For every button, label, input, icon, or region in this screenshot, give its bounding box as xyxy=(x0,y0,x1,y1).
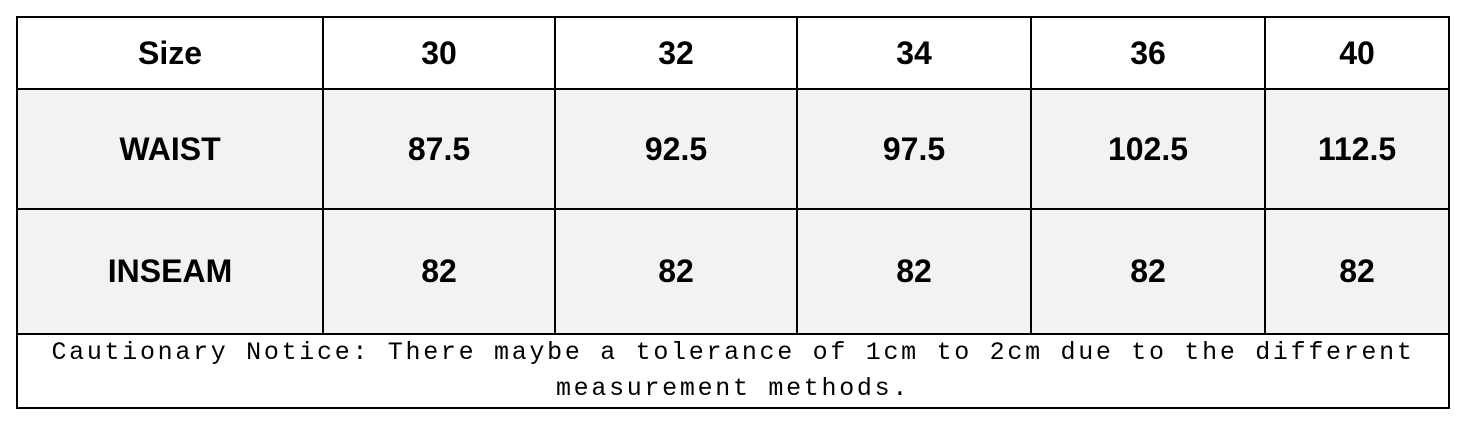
data-cell: 82 xyxy=(1030,208,1266,335)
row-label: WAIST xyxy=(16,88,324,210)
data-cell: 102.5 xyxy=(1030,88,1266,210)
header-cell: 40 xyxy=(1264,16,1450,90)
data-row: INSEAM 82 82 82 82 82 xyxy=(16,208,1450,335)
data-cell: 82 xyxy=(322,208,556,335)
row-label: INSEAM xyxy=(16,208,324,335)
header-cell: 32 xyxy=(554,16,798,90)
data-cell: 82 xyxy=(1264,208,1450,335)
data-cell: 87.5 xyxy=(322,88,556,210)
header-row: Size 30 32 34 36 40 xyxy=(16,16,1450,90)
data-row: WAIST 87.5 92.5 97.5 102.5 112.5 xyxy=(16,88,1450,210)
data-cell: 97.5 xyxy=(796,88,1032,210)
size-table: Size 30 32 34 36 40 WAIST 87.5 92.5 97.5 102.5 112.… xyxy=(16,16,1450,409)
header-cell: 30 xyxy=(322,16,556,90)
notice-row: Cautionary Notice: There maybe a toleran… xyxy=(16,333,1450,409)
data-cell: 92.5 xyxy=(554,88,798,210)
data-cell: 82 xyxy=(796,208,1032,335)
header-cell: Size xyxy=(16,16,324,90)
header-cell: 36 xyxy=(1030,16,1266,90)
table-body: Size 30 32 34 36 40 WAIST 87.5 92.5 97.5 102.5 112.… xyxy=(16,16,1450,409)
data-cell: 82 xyxy=(554,208,798,335)
header-cell: 34 xyxy=(796,16,1032,90)
data-cell: 112.5 xyxy=(1264,88,1450,210)
notice-text: Cautionary Notice: There maybe a toleran… xyxy=(16,333,1450,409)
